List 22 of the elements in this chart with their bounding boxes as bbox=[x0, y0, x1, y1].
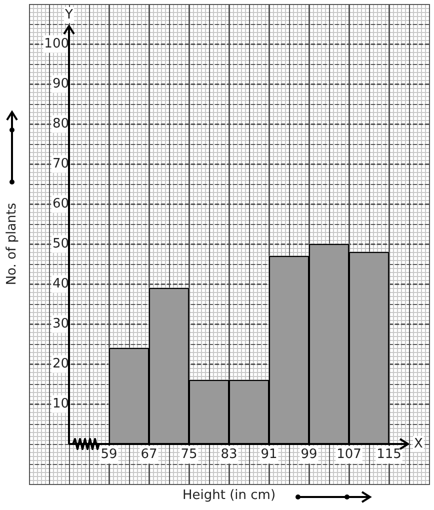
x-tick-label: 75 bbox=[180, 447, 198, 462]
x-tick-label: 107 bbox=[336, 447, 362, 462]
x-tick-label: 115 bbox=[376, 447, 402, 462]
y-tick-label: 90 bbox=[52, 76, 69, 92]
x-axis-title: Height (in cm) bbox=[182, 488, 276, 503]
x-tick-label: 91 bbox=[260, 447, 278, 462]
x-tick-label: 67 bbox=[140, 447, 158, 462]
annotation: Y bbox=[64, 7, 74, 22]
y-tick-label: 20 bbox=[52, 356, 69, 372]
x-tick-label: 83 bbox=[220, 447, 238, 462]
y-tick-label: 10 bbox=[52, 396, 69, 412]
y-tick-label: 50 bbox=[52, 236, 69, 252]
y-tick-label: 40 bbox=[52, 276, 69, 292]
y-tick-label: 100 bbox=[44, 36, 69, 52]
y-axis-title: No. of plants bbox=[4, 202, 20, 286]
x-tick-label: 59 bbox=[100, 447, 118, 462]
x-tick-label: 99 bbox=[300, 447, 318, 462]
y-tick-label: 60 bbox=[52, 196, 69, 212]
y-tick-label: 70 bbox=[52, 156, 69, 172]
y-tick-label: 80 bbox=[52, 116, 69, 132]
annotation: X bbox=[414, 436, 423, 452]
y-tick-label: 30 bbox=[52, 316, 69, 332]
